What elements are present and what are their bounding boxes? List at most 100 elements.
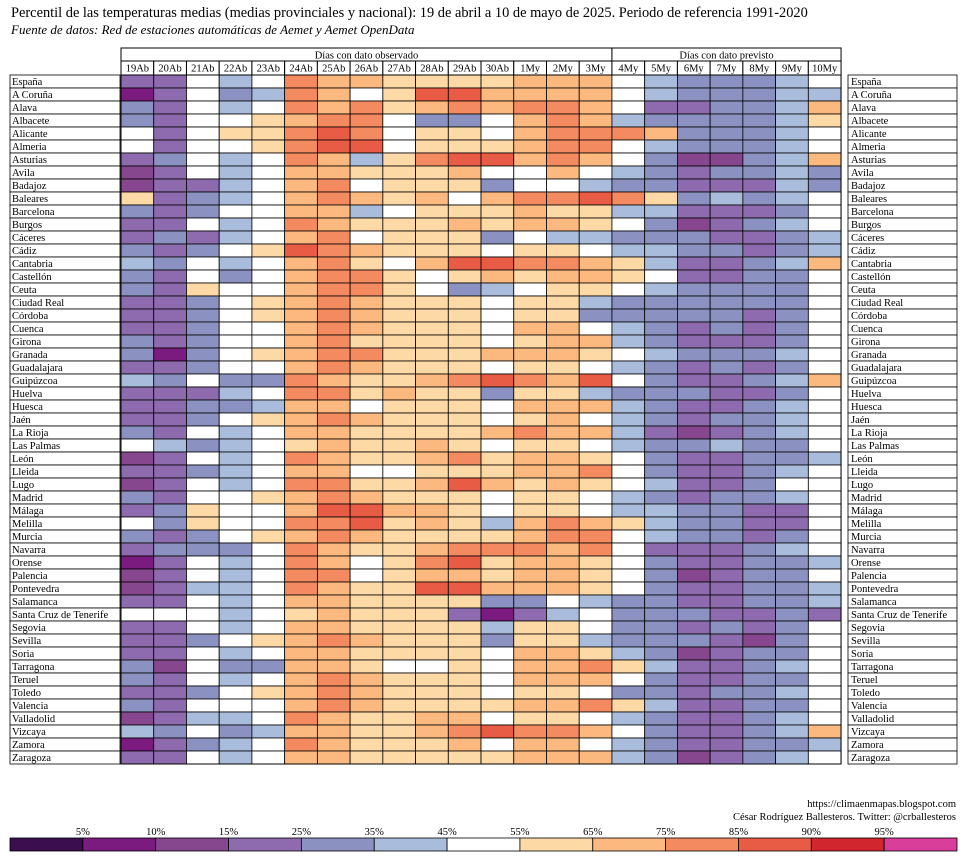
heatmap-cell xyxy=(349,594,384,609)
heatmap-cell xyxy=(775,646,809,661)
heatmap-cell xyxy=(480,308,515,323)
heatmap-cell xyxy=(186,646,220,661)
heatmap-cell xyxy=(316,308,351,323)
heatmap-cell xyxy=(120,321,155,336)
column-label: 24Ab xyxy=(289,64,312,75)
heatmap-cell xyxy=(153,490,187,505)
heatmap-cell xyxy=(677,490,711,505)
heatmap-cell xyxy=(120,464,155,479)
heatmap-cell xyxy=(742,347,776,362)
heatmap-cell xyxy=(120,555,155,570)
heatmap-cell xyxy=(775,698,809,713)
heatmap-cell xyxy=(775,607,809,622)
column-label: 26Ab xyxy=(355,64,378,75)
heatmap-cell xyxy=(218,308,253,323)
heatmap-cell xyxy=(120,87,155,102)
heatmap-cell xyxy=(677,685,711,700)
heatmap-cell xyxy=(513,295,547,310)
heatmap-cell xyxy=(611,750,646,765)
row-label-left: Asturias xyxy=(12,155,47,166)
heatmap-cell xyxy=(415,139,449,154)
heatmap-cell xyxy=(349,516,384,531)
heatmap-cell xyxy=(186,178,220,193)
heatmap-cell xyxy=(153,568,187,583)
heatmap-cell xyxy=(186,126,220,141)
heatmap-cell xyxy=(709,321,744,336)
heatmap-cell xyxy=(578,529,613,544)
heatmap-cell xyxy=(284,633,318,648)
heatmap-cell xyxy=(709,74,744,89)
heatmap-cell xyxy=(480,373,515,388)
heatmap-cell xyxy=(775,217,809,232)
heatmap-cell xyxy=(742,750,776,765)
heatmap-cell xyxy=(546,477,580,492)
row-label-right: Valladolid xyxy=(851,714,895,725)
heatmap-cell xyxy=(382,438,416,453)
heatmap-cell xyxy=(349,542,384,557)
heatmap-cell xyxy=(382,412,416,427)
heatmap-cell xyxy=(513,724,547,739)
heatmap-cell xyxy=(709,542,744,557)
heatmap-cell xyxy=(709,477,744,492)
heatmap-cell xyxy=(611,269,646,284)
heatmap-cell xyxy=(218,711,253,726)
legend-swatch xyxy=(228,837,302,852)
heatmap-cell xyxy=(316,477,351,492)
heatmap-cell xyxy=(644,490,678,505)
heatmap-cell xyxy=(218,74,253,89)
legend-threshold-label: 85% xyxy=(729,827,749,838)
heatmap-cell xyxy=(480,724,515,739)
heatmap-cell xyxy=(153,113,187,128)
heatmap-cell xyxy=(677,243,711,258)
heatmap-cell xyxy=(316,503,351,518)
heatmap-cell xyxy=(644,425,678,440)
heatmap-cell xyxy=(513,412,547,427)
heatmap-cell xyxy=(480,113,515,128)
heatmap-cell xyxy=(611,347,646,362)
heatmap-cell xyxy=(382,139,416,154)
heatmap-cell xyxy=(709,750,744,765)
heatmap-cell xyxy=(578,191,613,206)
heatmap-cell xyxy=(709,399,744,414)
heatmap-cell xyxy=(742,685,776,700)
heatmap-cell xyxy=(611,334,646,349)
heatmap-cell xyxy=(677,126,711,141)
heatmap-cell xyxy=(644,178,678,193)
legend-threshold-label: 45% xyxy=(437,827,457,838)
heatmap-cell xyxy=(480,750,515,765)
heatmap-cell xyxy=(415,308,449,323)
heatmap-cell xyxy=(807,399,842,414)
heatmap-cell xyxy=(218,191,253,206)
heatmap-cell xyxy=(546,347,580,362)
heatmap-cell xyxy=(251,100,286,115)
heatmap-cell xyxy=(120,581,155,596)
row-label-right: Burgos xyxy=(851,220,881,231)
heatmap-cell xyxy=(153,321,187,336)
heatmap-cell xyxy=(807,256,842,271)
heatmap-cell xyxy=(578,347,613,362)
heatmap-cell xyxy=(284,321,318,336)
heatmap-cell xyxy=(513,347,547,362)
heatmap-cell xyxy=(546,269,580,284)
row-label-left: León xyxy=(12,454,34,465)
heatmap-cell xyxy=(284,503,318,518)
heatmap-cell xyxy=(611,282,646,297)
credit-url[interactable]: https://climaenmapas.blogspot.com xyxy=(807,799,956,810)
row-label-right: Asturias xyxy=(851,155,886,166)
column-label: 19Ab xyxy=(126,64,149,75)
heatmap-cell xyxy=(807,178,842,193)
heatmap-cell xyxy=(709,425,744,440)
heatmap-cell xyxy=(578,672,613,687)
heatmap-cell xyxy=(578,711,613,726)
heatmap-cell xyxy=(251,204,286,219)
heatmap-cell xyxy=(218,269,253,284)
heatmap-cell xyxy=(611,178,646,193)
heatmap-cell xyxy=(251,399,286,414)
column-label: 28Ab xyxy=(420,64,443,75)
heatmap-cell xyxy=(153,438,187,453)
heatmap-cell xyxy=(611,607,646,622)
heatmap-cell xyxy=(611,243,646,258)
heatmap-cell xyxy=(153,74,187,89)
row-label-left: Cantabria xyxy=(12,259,53,270)
heatmap-cell xyxy=(677,542,711,557)
